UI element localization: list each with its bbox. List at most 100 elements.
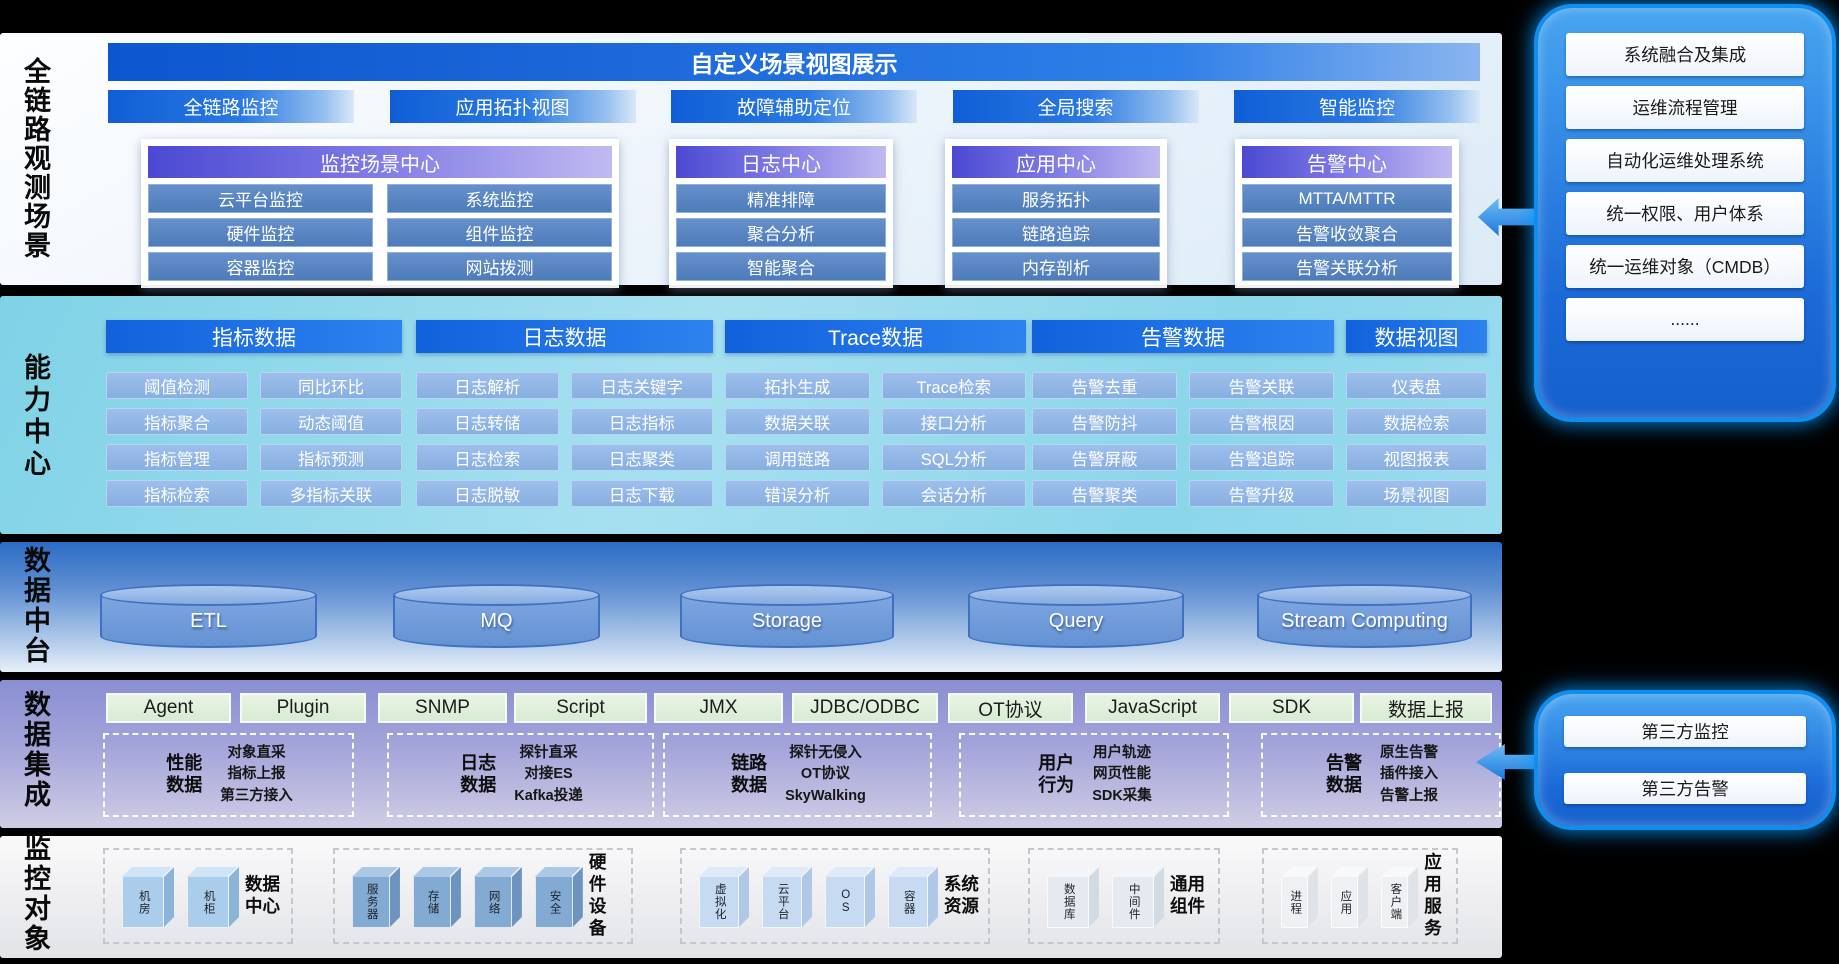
tab-intelligent-monitoring: 智能监控 — [1234, 90, 1480, 123]
capability-group-alerts: 告警数据 告警去重 告警防抖 告警屏蔽 告警聚类 告警关联 告警根因 告警追踪 … — [1032, 320, 1334, 507]
collector-line: 插件接入 — [1380, 766, 1438, 783]
chip-plugin: Plugin — [240, 693, 366, 723]
capability-group-title: 日志数据 — [416, 320, 713, 353]
group-title: 应用中心 — [952, 146, 1160, 178]
scene-item: 链路追踪 — [952, 218, 1160, 247]
chip-data-report: 数据上报 — [1360, 693, 1492, 723]
object-group-label: 通用组件 — [1170, 874, 1205, 916]
cylinder-label: Storage — [751, 610, 823, 632]
collector-lines: 探针无侵入 OT协议 SkyWalking — [785, 743, 866, 806]
collector-line: 探针直采 — [519, 745, 578, 762]
tab-app-topology-view: 应用拓扑视图 — [389, 90, 636, 123]
capability-item: 指标管理 — [106, 444, 248, 471]
capability-section: 指标数据 阈值检测 指标聚合 指标管理 指标检索 同比环比 动态阈值 指标预测 … — [0, 296, 1502, 534]
scene-item: MTTA/MTTR — [1242, 184, 1452, 213]
side-label-capability: 能力中心 — [20, 353, 50, 481]
group-title: 监控场景中心 — [148, 146, 612, 178]
scene-item: 服务拓扑 — [952, 184, 1160, 213]
object-group-common-components: 数据库 中间件 通用组件 — [1028, 848, 1220, 944]
cube-icon: 进程 — [1281, 876, 1309, 928]
cube-label: 存储 — [426, 889, 439, 915]
capability-group-title: Trace数据 — [725, 320, 1026, 353]
capability-item: 仪表盘 — [1346, 372, 1487, 399]
tab-full-link-monitoring: 全链路监控 — [108, 90, 354, 123]
collector-lines: 探针直采 对接ES Kafka投递 — [514, 743, 583, 806]
capability-item: 告警去重 — [1032, 372, 1177, 399]
cube-label: 虚拟化 — [713, 883, 726, 921]
capability-group-data-views: 数据视图 仪表盘 数据检索 视图报表 场景视图 — [1346, 320, 1487, 507]
collector-label: 日志数据 — [460, 753, 497, 795]
collector-line: 原生告警 — [1380, 745, 1438, 762]
group-title: 告警中心 — [1242, 146, 1452, 178]
collector-line: 对接ES — [524, 766, 573, 783]
collector-line: SkyWalking — [785, 787, 866, 804]
panel-item: 统一运维对象（CMDB） — [1566, 245, 1804, 288]
panel-item: 运维流程管理 — [1566, 86, 1804, 129]
collector-label: 告警数据 — [1326, 753, 1362, 795]
panel-item: 自动化运维处理系统 — [1566, 139, 1804, 182]
scene-item: 聚合分析 — [676, 218, 886, 247]
collector-lines: 原生告警 插件接入 告警上报 — [1380, 743, 1438, 806]
collector-line: 指标上报 — [227, 766, 286, 783]
scene-section: 自定义场景视图展示 全链路监控 应用拓扑视图 故障辅助定位 全局搜索 智能监控 … — [0, 33, 1502, 288]
scene-item: 系统监控 — [387, 184, 612, 213]
object-group-label: 系统资源 — [943, 874, 979, 916]
collector-line: 对象直采 — [227, 745, 286, 762]
object-group-label: 硬件设备 — [588, 852, 607, 938]
cube-label: 云平台 — [776, 883, 789, 921]
chip-agent: Agent — [106, 693, 231, 723]
scene-item: 云平台监控 — [148, 184, 373, 213]
collector-line: 用户轨迹 — [1093, 745, 1151, 762]
collector-line: 网页性能 — [1093, 766, 1151, 783]
capability-item: 告警聚类 — [1032, 480, 1177, 507]
cube-label: 安全 — [548, 889, 561, 915]
capability-item: 日志转储 — [416, 408, 559, 435]
capability-item: 同比环比 — [260, 372, 402, 399]
cube-label: 容器 — [902, 889, 915, 915]
collector-log-data: 日志数据 探针直采 对接ES Kafka投递 — [387, 733, 654, 817]
cube-label: 应用 — [1339, 889, 1352, 915]
scene-item: 网站拨测 — [387, 252, 612, 281]
cylinder-stream-computing: Stream Computing — [1257, 584, 1472, 648]
capability-item: 告警升级 — [1189, 480, 1334, 507]
scene-item: 精准排障 — [676, 184, 886, 213]
capability-groups: 指标数据 阈值检测 指标聚合 指标管理 指标检索 同比环比 动态阈值 指标预测 … — [100, 320, 1502, 507]
capability-group-metrics: 指标数据 阈值检测 指标聚合 指标管理 指标检索 同比环比 动态阈值 指标预测 … — [106, 320, 402, 507]
platform-section: ETL MQ Storage Query Stream Computing — [0, 542, 1502, 672]
cube-label: 进程 — [1289, 889, 1302, 915]
panel-item: 系统融合及集成 — [1566, 33, 1804, 76]
capability-item: 场景视图 — [1346, 480, 1487, 507]
cube-icon: 机柜 — [187, 876, 229, 928]
capability-group-trace: Trace数据 拓扑生成 数据关联 调用链路 错误分析 Trace检索 接口分析… — [725, 320, 1026, 507]
capability-item: 指标预测 — [260, 444, 402, 471]
capability-group-logs: 日志数据 日志解析 日志转储 日志检索 日志脱敏 日志关键字 日志指标 日志聚类… — [416, 320, 713, 507]
cube-label: 数据库 — [1062, 883, 1075, 921]
chip-jdbc-odbc: JDBC/ODBC — [792, 693, 938, 723]
scene-item: 组件监控 — [387, 218, 612, 247]
scene-item: 容器监控 — [148, 252, 373, 281]
cube-icon: 服务器 — [352, 876, 390, 928]
object-group-system-resources: 虚拟化 云平台 OS 容器 系统资源 — [680, 848, 990, 944]
capability-item: 日志聚类 — [570, 444, 713, 471]
group-app-center: 应用中心 服务拓扑 链路追踪 内存剖析 — [945, 139, 1167, 288]
object-group-app-services: 进程 应用 客户端 应用服务 — [1262, 848, 1458, 944]
cube-label: 服务器 — [365, 883, 378, 921]
banner-title: 自定义场景视图展示 — [108, 43, 1480, 81]
capability-item: 指标聚合 — [106, 408, 248, 435]
right-panel-ops-systems: 系统融合及集成 运维流程管理 自动化运维处理系统 统一权限、用户体系 统一运维对… — [1538, 8, 1832, 418]
collector-lines: 对象直采 指标上报 第三方接入 — [220, 743, 293, 806]
cylinder-body — [1257, 595, 1472, 648]
cylinder-top — [680, 584, 894, 606]
collector-line: 第三方接入 — [220, 787, 293, 804]
cube-label: 客户端 — [1389, 883, 1402, 921]
tab-fault-assist-locating: 故障辅助定位 — [671, 90, 917, 123]
cylinder-top — [1257, 584, 1472, 606]
cube-icon: 存储 — [412, 876, 451, 928]
collector-line: SDK采集 — [1092, 787, 1152, 804]
capability-item: 调用链路 — [725, 444, 870, 471]
capability-item: 数据检索 — [1346, 408, 1487, 435]
capability-group-title: 数据视图 — [1346, 320, 1487, 353]
cylinder-top — [393, 584, 600, 606]
collector-line: OT协议 — [800, 766, 851, 783]
capability-item: 指标检索 — [106, 480, 248, 507]
